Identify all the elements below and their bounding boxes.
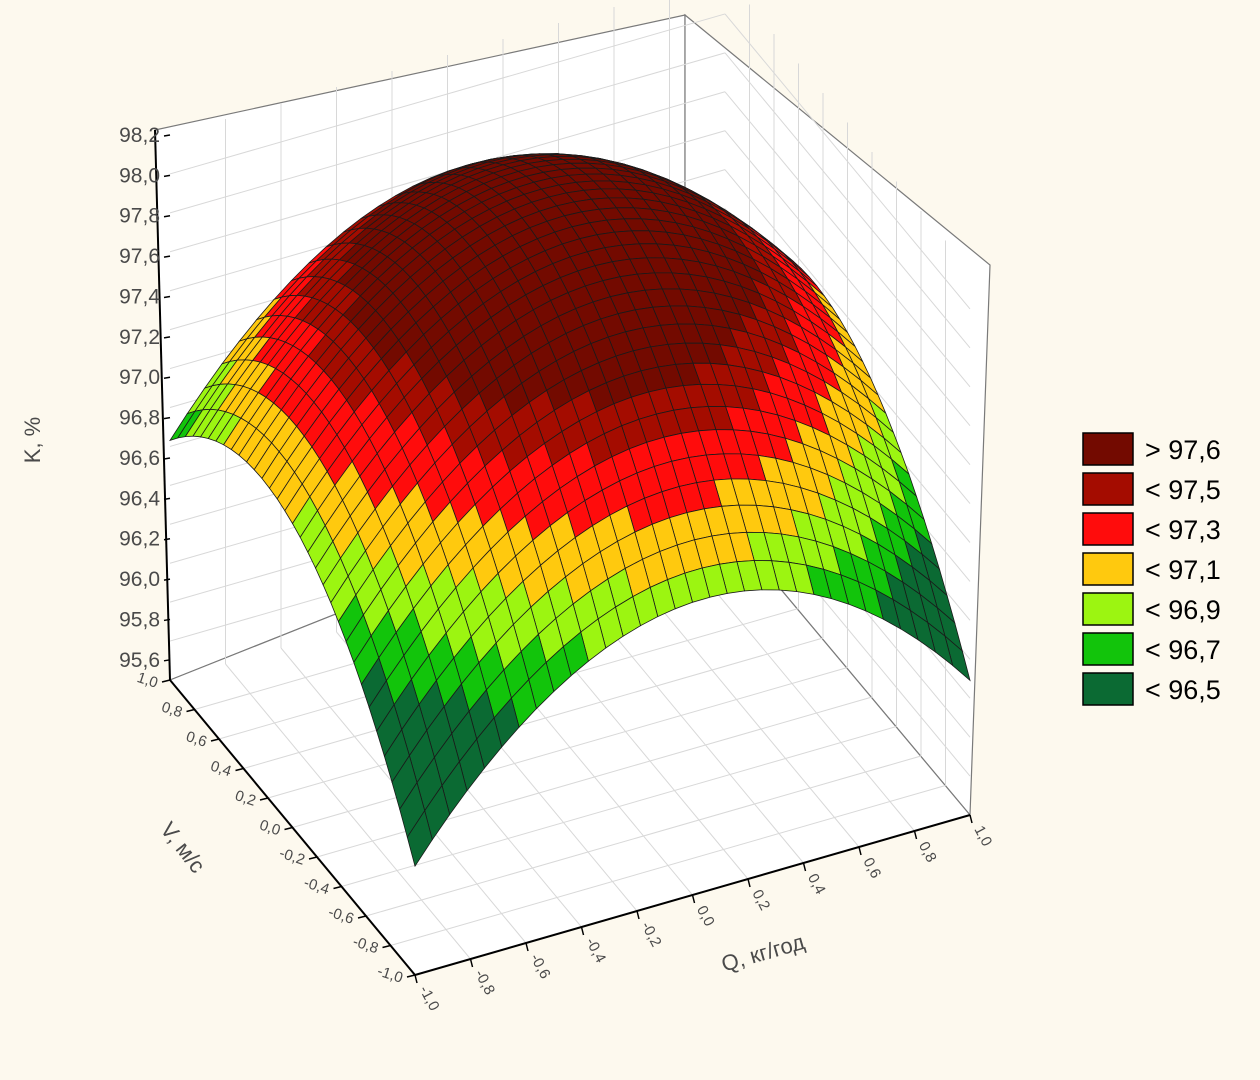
q-tick-label: 1,0	[970, 823, 995, 849]
v-tick-label: 0,2	[233, 787, 258, 810]
v-tick-label: 0,6	[184, 728, 209, 751]
legend-label: < 96,5	[1145, 675, 1221, 705]
v-tick-label: -1,0	[375, 963, 405, 987]
q-tick-label: 0,8	[915, 839, 940, 865]
legend-swatch	[1082, 552, 1134, 586]
v-tick-label: 0,0	[257, 817, 282, 840]
z-tick-label: 98,2	[119, 124, 160, 147]
q-tick-label: 0,0	[693, 903, 718, 929]
z-tick-label: 96,2	[119, 528, 160, 551]
z-tick-label: 98,0	[119, 164, 160, 187]
z-tick-label: 96,6	[119, 447, 160, 470]
axis-ticks	[161, 134, 973, 984]
z-tick-label: 96,8	[119, 407, 160, 430]
y-axis-label: Q, кг/год	[719, 929, 808, 977]
z-tick-label: 96,0	[119, 568, 160, 591]
legend: > 97,6 < 97,5 < 97,3 < 97,1 < 96,9 < 96,7 < 96…	[1082, 432, 1221, 706]
q-tick-label: -0,2	[637, 919, 664, 950]
z-tick-label: 95,6	[119, 649, 160, 672]
legend-label: < 96,7	[1145, 635, 1221, 665]
z-tick-label: 97,2	[119, 326, 160, 349]
q-tick-label: -0,4	[582, 935, 609, 966]
legend-swatch	[1082, 472, 1134, 506]
legend-label: < 96,9	[1145, 595, 1221, 625]
legend-label: < 97,3	[1145, 515, 1221, 545]
legend-swatch	[1082, 632, 1134, 666]
z-axis-label: K, %	[20, 417, 45, 463]
v-tick-label: -0,4	[302, 874, 332, 898]
legend-swatch	[1082, 512, 1134, 546]
legend-swatch	[1082, 432, 1134, 466]
v-tick-label: -0,6	[326, 904, 356, 928]
v-tick-label: -0,8	[351, 933, 381, 957]
q-tick-label: -0,6	[526, 951, 553, 982]
q-tick-label: 0,6	[859, 855, 884, 881]
z-tick-label: 97,6	[119, 245, 160, 268]
q-tick-label: -0,8	[471, 967, 498, 998]
legend-swatch	[1082, 592, 1134, 626]
q-tick-label: 0,2	[748, 887, 773, 913]
v-tick-label: -0,2	[277, 845, 307, 869]
legend-label: > 97,6	[1145, 435, 1221, 465]
q-tick-label: -1,0	[415, 983, 442, 1014]
v-tick-label: 0,4	[208, 758, 233, 781]
x-axis-label: V, м/с	[155, 817, 210, 877]
v-tick-label: 0,8	[159, 699, 184, 722]
response-surface	[169, 153, 971, 868]
q-tick-label: 0,4	[804, 871, 829, 897]
legend-label: < 97,1	[1145, 555, 1221, 585]
z-tick-label: 96,4	[119, 487, 160, 510]
z-tick-label: 97,0	[119, 366, 160, 389]
legend-label: < 97,5	[1145, 475, 1221, 505]
legend-swatch	[1082, 672, 1134, 706]
z-tick-label: 97,8	[119, 205, 160, 228]
z-tick-label: 95,8	[119, 608, 160, 631]
z-tick-label: 97,4	[119, 285, 160, 308]
v-tick-label: 1,0	[135, 669, 160, 692]
